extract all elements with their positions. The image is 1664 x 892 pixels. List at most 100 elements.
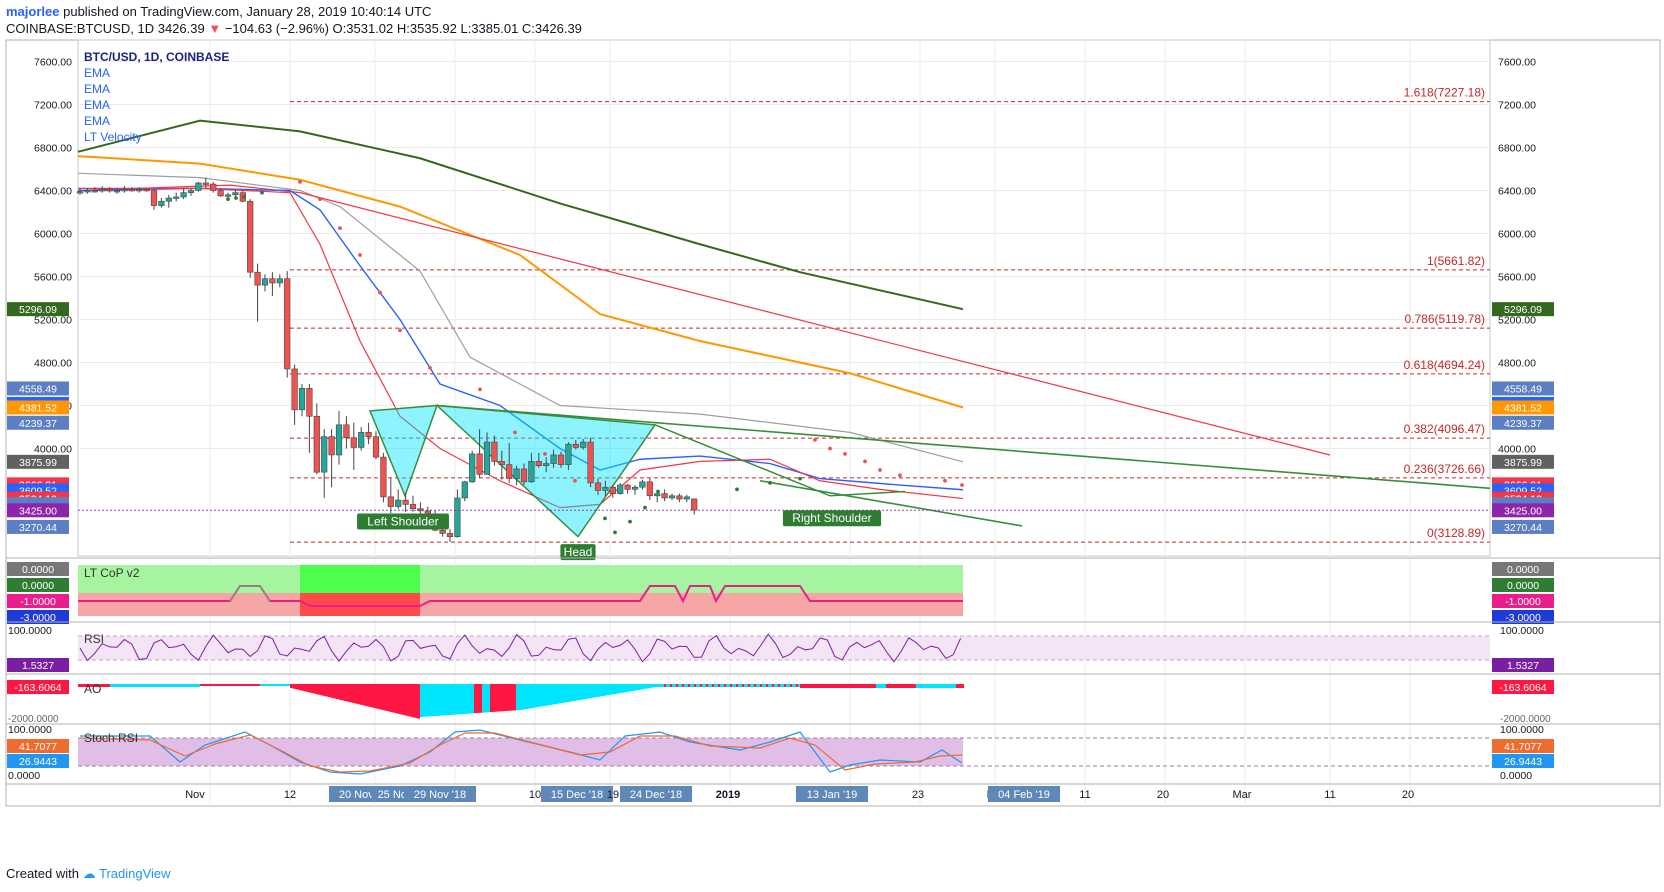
ao-bar — [420, 684, 422, 717]
ao-bar — [866, 684, 868, 688]
ao-bar — [244, 684, 246, 686]
ao-title: AO — [84, 682, 101, 696]
annotation-label: Left Shoulder — [367, 514, 438, 528]
ao-bar — [672, 684, 674, 687]
ao-bar — [128, 684, 130, 687]
ao-bar — [390, 684, 392, 712]
cop-badge-left — [7, 594, 69, 608]
ao-bar — [330, 684, 332, 698]
y-tick-label-right: 6800.00 — [1498, 143, 1536, 155]
cop-badge-label-right: 0.0000 — [1507, 580, 1539, 592]
author-link[interactable]: majorlee — [6, 4, 60, 19]
ao-bar — [184, 684, 186, 687]
ao-bar — [440, 684, 442, 716]
ao-bar — [948, 684, 950, 688]
ao-bar — [520, 684, 522, 710]
ao-bar — [200, 684, 202, 686]
ao-bar — [596, 684, 598, 698]
price-change: −104.63 (−2.96%) — [224, 21, 329, 36]
ao-bar — [720, 684, 722, 687]
candle-body — [654, 493, 661, 497]
candle-body — [276, 278, 283, 284]
tradingview-logo[interactable]: ☁ — [82, 866, 96, 881]
ao-bar — [124, 684, 126, 687]
x-tick-label: 11 — [1079, 789, 1090, 801]
ao-bar — [814, 684, 816, 688]
footer: Created with ☁ TradingView — [6, 866, 171, 882]
ao-bar — [270, 684, 272, 686]
price-badge-left — [7, 415, 69, 430]
ao-bar — [242, 684, 244, 686]
candle-body — [439, 529, 446, 534]
candle-body — [291, 368, 298, 411]
candle-body — [136, 189, 143, 192]
ao-bar — [246, 684, 248, 686]
ao-bar — [252, 684, 254, 686]
ao-bar — [824, 684, 826, 688]
ao-bar — [504, 684, 506, 712]
ao-bar — [702, 684, 704, 687]
ao-bar — [862, 684, 864, 688]
ao-badge-label-left: -163.6064 — [14, 682, 61, 694]
ao-bar — [904, 684, 906, 688]
ao-bar — [344, 684, 346, 701]
ao-bar — [206, 684, 208, 686]
ao-bar — [186, 684, 188, 687]
ao-bar — [570, 684, 572, 702]
ao-bar — [894, 684, 896, 688]
candle-body — [358, 432, 365, 448]
ao-bar — [158, 684, 160, 687]
price-badge-left — [7, 503, 69, 518]
x-tick-label: 23 — [912, 789, 924, 801]
cop-badge-label-left: -1.0000 — [20, 596, 56, 608]
ao-bar — [412, 684, 414, 718]
ao-bar — [288, 684, 290, 686]
ao-bar — [194, 684, 196, 687]
ao-bar — [846, 684, 848, 688]
ao-bar — [78, 684, 80, 687]
y-tick-label-right: 6000.00 — [1498, 229, 1536, 241]
ao-bar — [576, 684, 578, 701]
ao-bar — [108, 684, 110, 687]
ao-bar — [726, 684, 728, 687]
y-tick-label-right: 5200.00 — [1498, 315, 1536, 327]
rsi-badge-right — [1492, 658, 1554, 672]
y-tick-label-left: 4800.00 — [34, 358, 72, 370]
ao-bar — [460, 684, 462, 715]
ao-bar — [566, 684, 568, 703]
ao-bar — [906, 684, 908, 688]
ao-bar — [348, 684, 350, 702]
ao-bar — [372, 684, 374, 708]
ao-bar — [592, 684, 594, 698]
ao-bar — [650, 684, 652, 688]
ao-bar — [654, 684, 656, 688]
ema-100-line — [77, 155, 964, 409]
ao-bar — [152, 684, 154, 687]
ao-bar — [376, 684, 378, 709]
ao-bar — [294, 684, 296, 689]
candle-body — [313, 415, 320, 473]
cop-badge-left — [7, 578, 69, 592]
ao-bar — [500, 684, 502, 712]
ao-bar — [146, 684, 148, 687]
stoch-badge-label-right: 26.9443 — [1504, 756, 1542, 768]
ao-bar — [934, 684, 936, 688]
ao-bar — [236, 684, 238, 686]
ao-bar — [742, 684, 744, 687]
ao-bar — [422, 684, 424, 717]
price-badge-right — [1492, 415, 1554, 430]
ao-bar — [508, 684, 510, 711]
ao-bar — [234, 684, 236, 686]
tradingview-brand[interactable]: TradingView — [99, 866, 171, 881]
created-with-label: Created with — [6, 866, 79, 881]
ao-bar — [284, 684, 286, 686]
ao-bar — [790, 684, 792, 687]
x-tick-label: 24 Dec '18 — [630, 789, 682, 801]
symbol-label: COINBASE:BTCUSD, 1D — [6, 21, 155, 36]
ao-bar — [286, 684, 288, 686]
x-tick-label: 11 — [1324, 789, 1335, 801]
publish-header: majorlee published on TradingView.com, J… — [6, 4, 431, 19]
ao-bar — [800, 684, 802, 688]
candle-body — [284, 278, 291, 370]
